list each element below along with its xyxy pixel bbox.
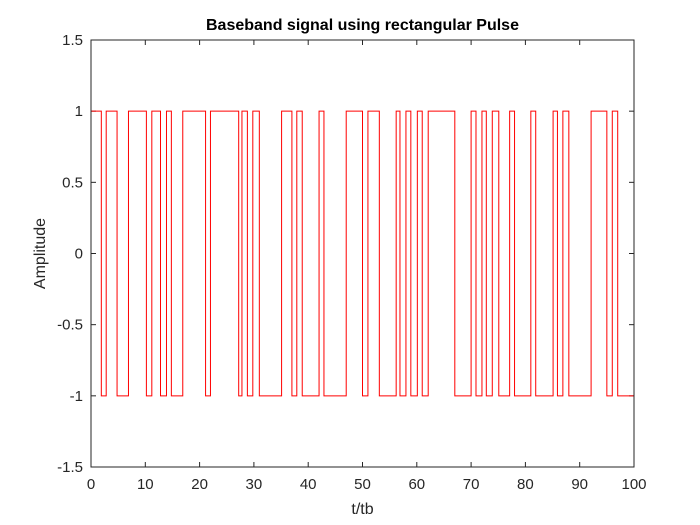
x-tick-label: 90 xyxy=(571,476,588,493)
y-axis-ticks: -1.5 -1 -0.5 0 0.5 1 1.5 xyxy=(57,32,634,476)
y-tick-label: -0.5 xyxy=(57,317,83,334)
y-tick-label: -1 xyxy=(70,388,83,405)
y-axis-label: Amplitude xyxy=(32,218,49,289)
x-axis-label: t/tb xyxy=(351,501,373,518)
x-tick-label: 100 xyxy=(621,476,646,493)
y-tick-label: 1.5 xyxy=(62,32,83,49)
y-tick-label: 1 xyxy=(75,103,83,120)
x-tick-label: 80 xyxy=(517,476,534,493)
x-tick-label: 0 xyxy=(87,476,95,493)
chart-title: Baseband signal using rectangular Pulse xyxy=(206,17,519,34)
y-tick-label: -1.5 xyxy=(57,459,83,476)
y-tick-label: 0.5 xyxy=(62,174,83,191)
x-tick-label: 10 xyxy=(137,476,154,493)
series-line-signal xyxy=(90,110,635,397)
axes-box xyxy=(90,39,635,468)
x-tick-label: 50 xyxy=(354,476,371,493)
x-tick-label: 20 xyxy=(191,476,208,493)
x-tick-label: 60 xyxy=(408,476,425,493)
y-tick-label: 0 xyxy=(75,246,83,263)
x-tick-label: 70 xyxy=(463,476,480,493)
x-tick-label: 40 xyxy=(300,476,317,493)
x-tick-label: 30 xyxy=(246,476,263,493)
x-axis-ticks: 0 10 20 30 40 50 60 70 80 90 100 xyxy=(87,40,647,493)
